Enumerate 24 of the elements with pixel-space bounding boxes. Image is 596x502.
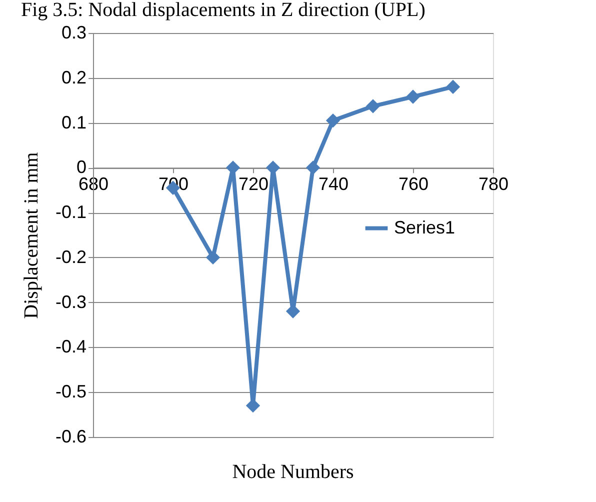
y-axis-title: Displacement in mm [20, 152, 42, 319]
x-tick-label: 760 [398, 174, 429, 194]
y-tick-label: 0.3 [61, 22, 86, 42]
y-tick-label: 0.2 [61, 67, 86, 88]
point [446, 80, 460, 94]
x-tick-label: 740 [318, 174, 349, 194]
point [206, 250, 220, 265]
x-tick-label: 780 [478, 174, 509, 194]
y-tick-label: -0.1 [55, 202, 86, 222]
point [246, 398, 260, 413]
x-axis-title: Node Numbers [232, 461, 354, 483]
y-tick-label: -0.6 [55, 426, 86, 446]
chart-title: Fig 3.5: Nodal displacements in Z direction (UPL) [20, 0, 426, 21]
point [406, 90, 420, 104]
y-tick-label: 0.1 [61, 112, 86, 132]
point [366, 99, 380, 114]
point [326, 113, 340, 128]
y-tick-label: -0.2 [55, 246, 86, 267]
y-tick-label: -0.3 [55, 292, 86, 312]
x-tick-label: 720 [238, 174, 269, 194]
y-tick-label: -0.5 [55, 382, 86, 402]
y-tick-label: -0.4 [55, 336, 86, 357]
legend-label: Series1 [394, 217, 456, 238]
point [306, 160, 320, 175]
